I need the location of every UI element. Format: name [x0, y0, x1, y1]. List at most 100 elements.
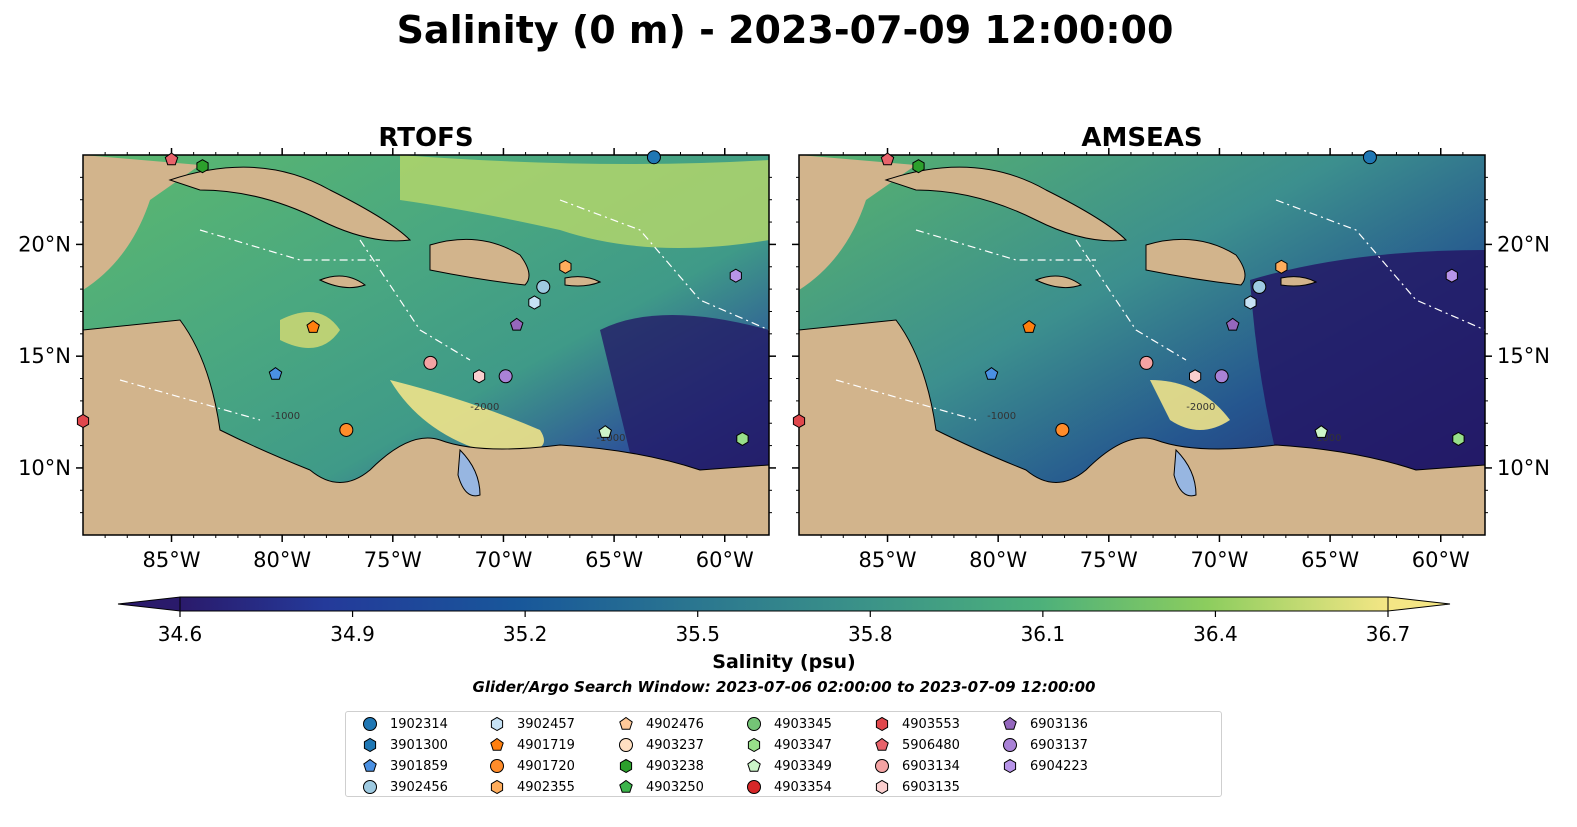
colorbar-label: Salinity (psu)	[712, 651, 855, 673]
search-window-caption: Glider/Argo Search Window: 2023-07-06 02…	[473, 678, 1096, 696]
x-tick-label: 70°W	[1190, 548, 1248, 572]
platform-marker-6903136	[1225, 317, 1240, 331]
contour-label: -2000	[470, 402, 499, 413]
platform-marker-5906480	[164, 152, 179, 166]
legend-label: 4901720	[517, 758, 575, 774]
platform-marker-3902456	[1252, 279, 1267, 294]
legend-marker-4903250	[619, 779, 633, 793]
contour-label: -1000	[596, 433, 625, 444]
legend-marker-4901719	[490, 737, 504, 751]
legend-label: 5906480	[902, 737, 960, 753]
pentagon-marker-icon	[875, 737, 889, 751]
platform-marker-4902355	[1275, 259, 1288, 274]
pentagon-marker-icon	[490, 737, 504, 751]
circle-marker-icon	[619, 738, 633, 752]
legend-label: 3902457	[517, 716, 575, 732]
platform-marker-4901720	[1055, 422, 1070, 437]
hexagon-marker-icon	[875, 779, 889, 795]
platform-marker-6903135	[473, 369, 486, 384]
platform-marker-4903349	[598, 425, 612, 438]
x-tick-label: 80°W	[969, 548, 1027, 572]
legend-item-4903354: 4903354	[744, 777, 832, 797]
x-tick-label: 80°W	[253, 548, 311, 572]
x-tick-label: 75°W	[1080, 548, 1138, 572]
legend-marker-6904223	[1003, 758, 1017, 774]
legend-item-6903136: 6903136	[1000, 714, 1088, 734]
hexagon-marker-icon	[875, 716, 889, 732]
legend-label: 4903237	[646, 737, 704, 753]
axis-ticks-rtofs: 85°W 80°W 75°W 70°W 65°W 60°W 10°N 15°N 20°N -100…	[18, 148, 776, 572]
platform-marker-3902457	[528, 295, 541, 310]
legend-label: 1902314	[390, 716, 448, 732]
figure-title: Salinity (0 m) - 2023-07-09 12:00:00	[397, 8, 1174, 52]
platform-marker-6904223	[1445, 268, 1458, 283]
hexagon-marker-icon	[490, 716, 504, 732]
platform-marker-6903134	[423, 355, 438, 370]
platform-marker-4903347	[1452, 431, 1465, 446]
x-tick-label: 60°W	[1412, 548, 1470, 572]
platform-marker-6903135	[1189, 369, 1202, 384]
legend-label: 3902456	[390, 779, 448, 795]
pentagon-marker-icon	[363, 758, 377, 772]
legend-label: 4903354	[774, 779, 832, 795]
colorbar-ticks: 34.6 34.9 35.2 35.5 35.8 36.1 36.4 36.7	[158, 611, 1411, 646]
legend-marker-4902355	[490, 779, 504, 795]
legend-item-6903134: 6903134	[872, 756, 960, 776]
legend-marker-4903347	[747, 737, 761, 753]
legend-marker-6903134	[875, 759, 889, 773]
circle-marker-icon	[490, 759, 504, 773]
legend-label: 4903347	[774, 737, 832, 753]
hexagon-marker-icon	[619, 758, 633, 774]
legend-item-6904223: 6904223	[1000, 756, 1088, 776]
legend-label: 6903137	[1030, 737, 1088, 753]
x-tick-label: 65°W	[1301, 548, 1359, 572]
platform-markers-amseas	[792, 150, 1465, 446]
legend-label: 4903250	[646, 779, 704, 795]
y-tick-label: 15°N	[1497, 344, 1550, 368]
legend-marker-4901720	[490, 759, 504, 773]
legend-marker-6903136	[1003, 716, 1017, 730]
colorbar-tick-label: 36.4	[1193, 622, 1238, 646]
legend-label: 4903553	[902, 716, 960, 732]
pentagon-marker-icon	[619, 779, 633, 793]
contour-label: -2000	[1186, 402, 1215, 413]
colorbar-tick-label: 35.2	[503, 622, 548, 646]
circle-marker-icon	[747, 717, 761, 731]
contour-label: -1000	[987, 411, 1016, 422]
platform-marker-4903238	[196, 159, 209, 174]
legend-item-4903349: 4903349	[744, 756, 832, 776]
panel-title-rtofs: RTOFS	[378, 123, 473, 153]
colorbar-tick-label: 36.7	[1366, 622, 1411, 646]
legend-item-4903553: 4903553	[872, 714, 960, 734]
colorbar: 34.6 34.9 35.2 35.5 35.8 36.1 36.4 36.7 Salinit…	[117, 596, 1451, 673]
platform-marker-4903349	[1314, 425, 1328, 438]
legend-marker-1902314	[363, 717, 377, 731]
platform-marker-6903136	[509, 317, 524, 331]
legend-label: 4903349	[774, 758, 832, 774]
x-tick-label: 70°W	[474, 548, 532, 572]
platform-marker-4903553	[792, 413, 806, 429]
x-tick-label: 85°W	[859, 548, 917, 572]
legend-label: 6903136	[1030, 716, 1088, 732]
circle-marker-icon	[875, 759, 889, 773]
colorbar-tick-label: 34.6	[158, 622, 203, 646]
platform-markers-rtofs	[76, 150, 749, 446]
hexagon-marker-icon	[1003, 758, 1017, 774]
legend-item-4901720: 4901720	[487, 756, 575, 776]
circle-marker-icon	[1003, 738, 1017, 752]
x-tick-label: 60°W	[696, 548, 754, 572]
platform-marker-4901720	[339, 422, 354, 437]
legend-item-6903135: 6903135	[872, 777, 960, 797]
contour-label: -1000	[1312, 433, 1341, 444]
legend-item-4903345: 4903345	[744, 714, 832, 734]
legend-label: 3901859	[390, 758, 448, 774]
legend-item-4902476: 4902476	[616, 714, 704, 734]
legend-item-3902456: 3902456	[360, 777, 448, 797]
platform-marker-3901859	[268, 366, 283, 380]
y-tick-label: 10°N	[18, 456, 71, 480]
platform-marker-1902314	[646, 150, 661, 165]
hexagon-marker-icon	[363, 737, 377, 753]
platform-marker-4903347	[736, 431, 749, 446]
platform-marker-4903238	[912, 159, 925, 174]
